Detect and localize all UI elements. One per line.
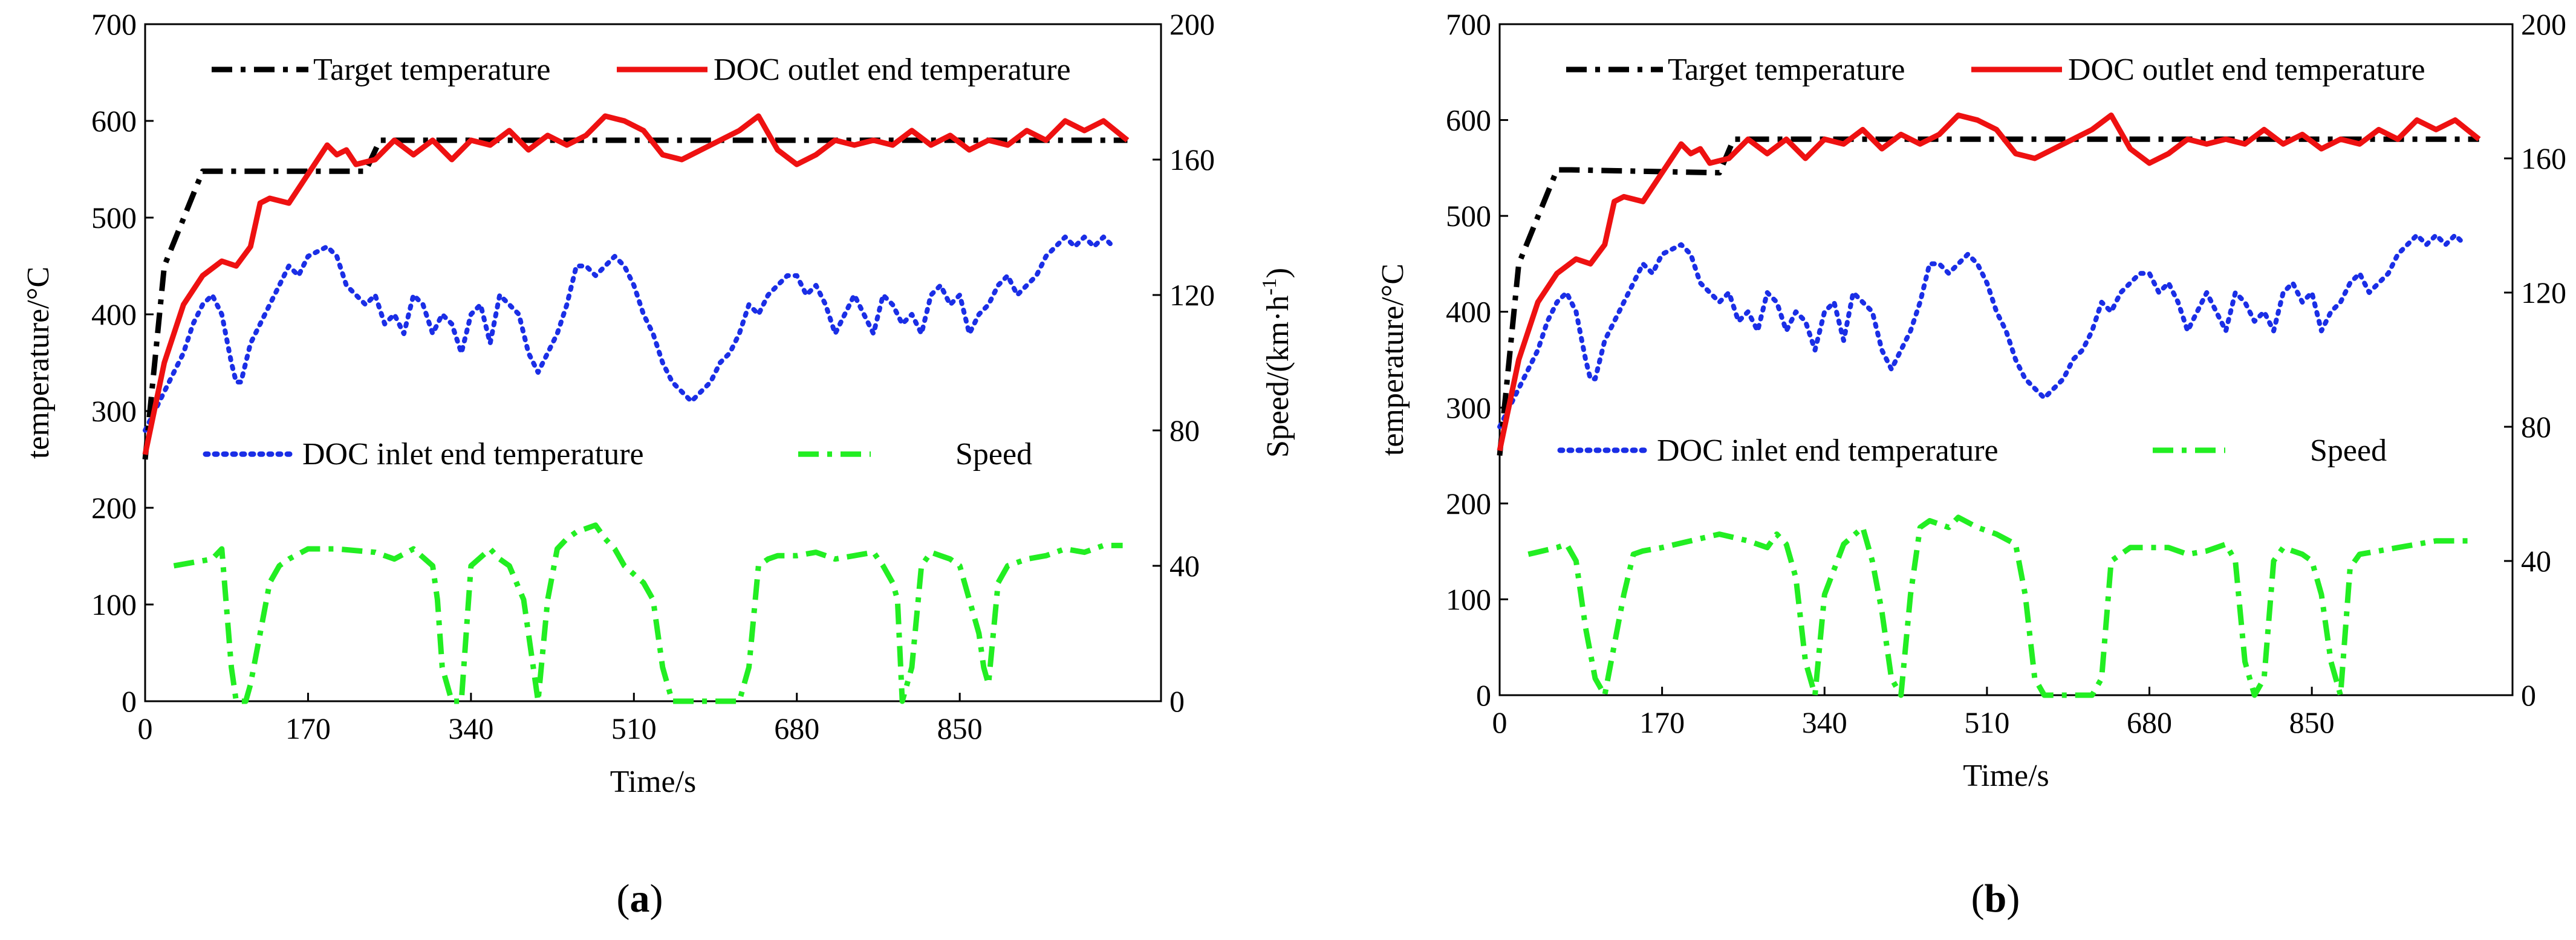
y-tick-label: 700 — [91, 7, 137, 41]
y-tick-label: 700 — [1446, 7, 1491, 41]
y-tick-label: 300 — [91, 394, 137, 428]
y-tick-label: 600 — [1446, 103, 1491, 137]
series-line-doc-outlet-end-temperature — [1497, 112, 2481, 452]
x-tick-label: 0 — [138, 711, 153, 745]
legend-label-doc-inlet-end-temperature: DOC inlet end temperature — [1657, 433, 1999, 468]
x-axis-title: Time/s — [1963, 759, 2049, 793]
y-tick-label: 200 — [91, 491, 137, 525]
y2-tick-label: 80 — [1169, 413, 1200, 447]
plot-frame — [144, 23, 1162, 702]
y-tick-label: 400 — [91, 297, 137, 331]
x-tick-label: 170 — [285, 711, 331, 745]
y-tick-label: 0 — [122, 684, 137, 718]
x-tick-label: 170 — [1639, 705, 1685, 739]
series-line-target-temperature — [142, 137, 1128, 460]
legend-label-target-temperature: Target temperature — [313, 53, 550, 87]
y2-tick-label: 0 — [2521, 678, 2536, 712]
y2-tick-label: 120 — [2521, 276, 2566, 310]
y2-axis-title: Speed/(km·h-1) — [1258, 268, 1295, 458]
y-tick-label: 200 — [1446, 487, 1491, 520]
y-tick-label: 600 — [91, 104, 137, 138]
y2-tick-label: 120 — [1169, 278, 1215, 312]
legend-label-doc-outlet-end-temperature: DOC outlet end temperature — [714, 53, 1071, 87]
x-tick-label: 340 — [448, 711, 493, 745]
y-tick-label: 400 — [1446, 295, 1491, 329]
y-axis-title: temperature/°C — [21, 267, 56, 459]
y-tick-label: 100 — [91, 588, 137, 621]
panel-label-b: (b) — [1971, 877, 2020, 921]
y2-tick-label: 40 — [1169, 549, 1200, 583]
series-line-doc-inlet-end-temperature — [1497, 232, 2467, 429]
legend-label-doc-outlet-end-temperature: DOC outlet end temperature — [2068, 53, 2425, 87]
legend-label-speed: Speed — [955, 437, 1032, 472]
y-tick-label: 500 — [1446, 199, 1491, 233]
x-tick-label: 340 — [1802, 705, 1847, 739]
y2-axis-title-end: ) — [1261, 268, 1295, 278]
y2-axis-title-exponent: -1 — [1258, 278, 1281, 295]
panel-label-a-letter: a — [630, 877, 650, 921]
series-line-speed — [1527, 514, 2474, 698]
panel-label-b-close: ) — [2006, 877, 2020, 921]
y-axis-title: temperature/°C — [1376, 264, 1410, 456]
y2-tick-label: 200 — [1169, 7, 1215, 41]
legend-label-speed: Speed — [2310, 433, 2387, 468]
series-line-target-temperature — [1497, 136, 2479, 456]
x-tick-label: 850 — [937, 711, 983, 745]
y2-tick-label: 200 — [2521, 7, 2566, 41]
y2-tick-label: 0 — [1169, 684, 1185, 718]
series-line-doc-inlet-end-temperature — [143, 235, 1116, 433]
panel-label-a: (a) — [617, 877, 663, 921]
y2-tick-label: 40 — [2521, 544, 2551, 578]
y2-tick-label: 160 — [2521, 141, 2566, 175]
chart-panel-b: 0 170 340 510 680 850 0 100 200 300 400 500 600 700 0 4… — [1376, 7, 2566, 793]
x-tick-label: 0 — [1492, 705, 1508, 739]
legend-label-target-temperature: Target temperature — [1668, 53, 1905, 87]
y2-axis-title-main: Speed/(km·h — [1261, 296, 1295, 458]
panel-label-a-open: ( — [617, 877, 630, 921]
panel-label-a-close: ) — [650, 877, 663, 921]
x-tick-label: 680 — [2127, 705, 2172, 739]
chart-panel-a: 0 170 340 510 680 850 0 100 200 300 400 500 600 700 0 4… — [21, 7, 1295, 799]
y-tick-label: 100 — [1446, 582, 1491, 616]
y-tick-label: 0 — [1476, 678, 1491, 712]
legend-label-doc-inlet-end-temperature: DOC inlet end temperature — [302, 437, 644, 472]
x-tick-label: 510 — [1964, 705, 2009, 739]
series-line-doc-outlet-end-temperature — [142, 113, 1130, 455]
y2-tick-label: 160 — [1169, 143, 1215, 177]
x-tick-label: 510 — [611, 711, 657, 745]
plot-frame — [1498, 23, 2514, 696]
panel-label-b-letter: b — [1985, 877, 2007, 921]
y-tick-label: 300 — [1446, 391, 1491, 424]
x-tick-label: 850 — [2289, 705, 2335, 739]
y-tick-label: 500 — [91, 201, 137, 235]
y2-tick-label: 80 — [2521, 410, 2551, 444]
panel-label-b-open: ( — [1971, 877, 1985, 921]
series-line-speed — [173, 522, 1123, 704]
x-axis-title: Time/s — [610, 765, 697, 799]
x-tick-label: 680 — [774, 711, 819, 745]
